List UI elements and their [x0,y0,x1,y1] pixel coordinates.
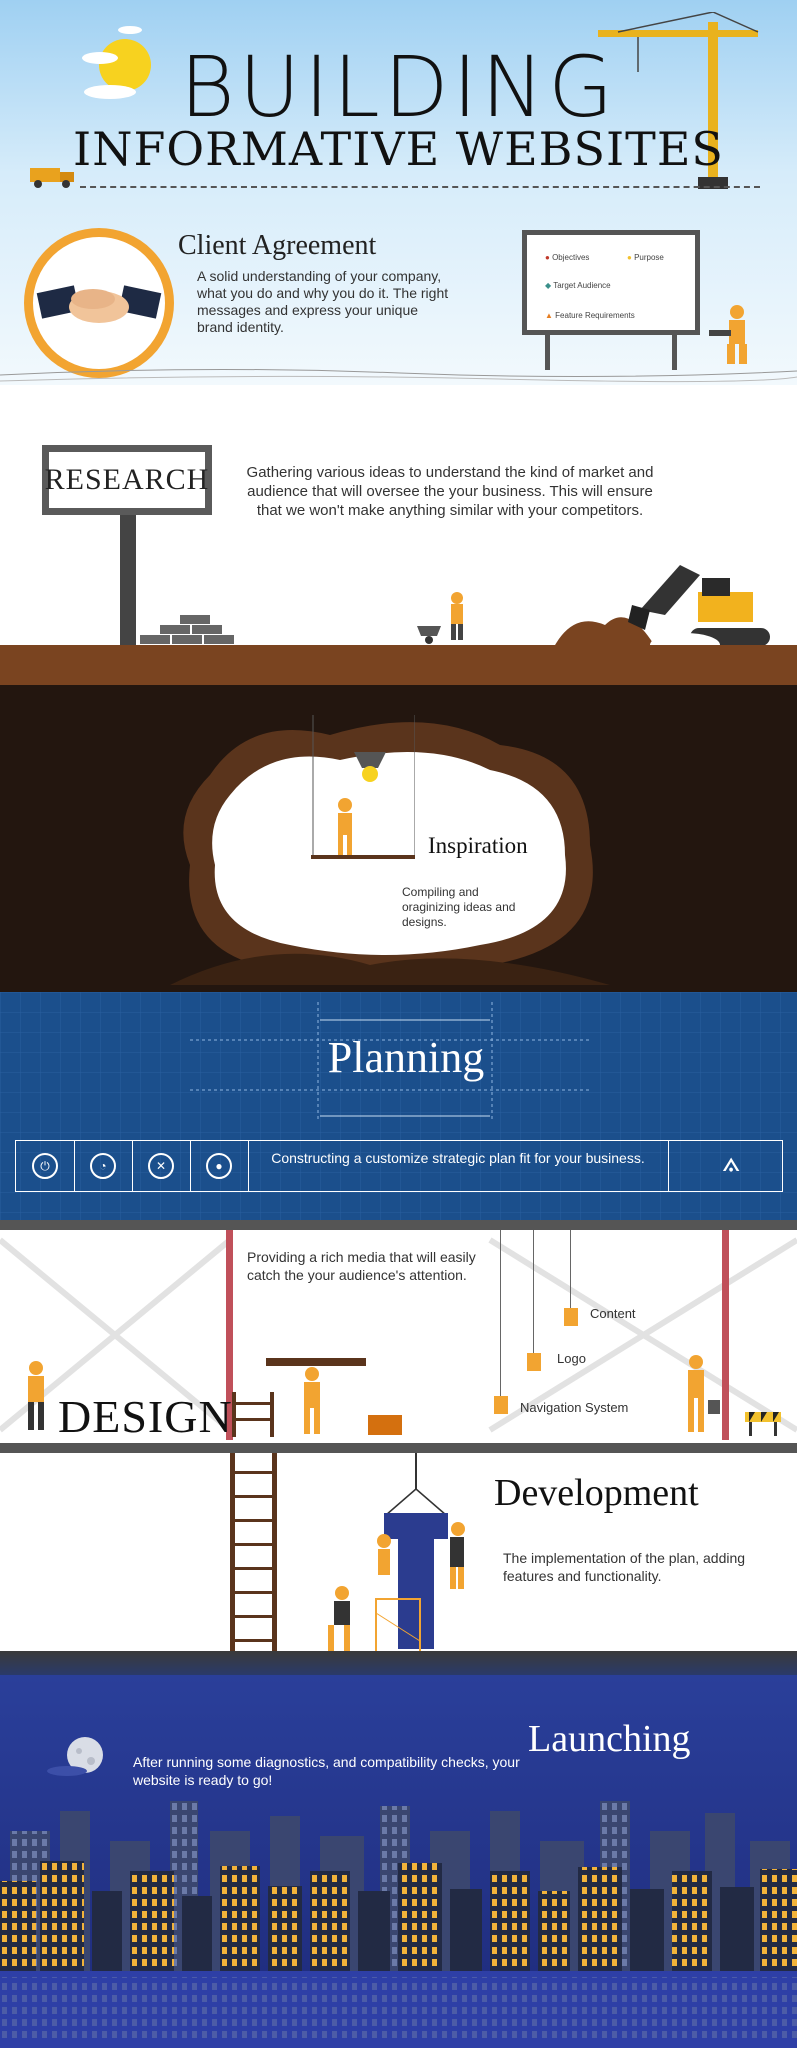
navigation-bucket-icon [494,1396,508,1414]
content-bucket-icon [564,1308,578,1326]
worker-swing-icon [311,715,415,859]
dirt-ground [0,645,797,685]
toolbox-icon [368,1415,402,1435]
sun-icon [82,26,151,99]
research-description: Gathering various ideas to understand th… [246,464,654,519]
worker-paint-icon [688,1355,720,1432]
tools-cell: ✕ [132,1141,191,1191]
plug-icon: ⏻ [32,1153,58,1179]
header-section: BUILDING INFORMATIVE WEBSITES Client Agr… [0,0,797,385]
target-icon: ◆ [545,281,552,290]
scaffold-top-beam [0,1220,797,1230]
planning-description: Constructing a customize strategic plan … [271,1150,645,1166]
research-sign-label: RESEARCH [44,463,210,496]
design-item-logo: Logo [557,1351,586,1366]
worker-drill-icon [709,305,747,364]
rope [570,1230,571,1326]
city-skyline [0,1801,797,2048]
plug-cell: ⏻ [16,1141,75,1191]
board-item-feature-requirements: Feature Requirements [555,311,635,320]
planning-bar: ⏻ ◔ ✕ ● Constructing a customize strateg… [15,1140,783,1192]
design-section: Providing a rich media that will easily … [0,1220,797,1453]
bulb-cell: ● [190,1141,249,1191]
lamp-icon [354,752,386,782]
page-title: BUILDING [179,38,618,136]
inspiration-title: Inspiration [428,833,528,858]
sign-post [120,515,136,645]
client-agreement-title: Client Agreement [178,230,377,261]
research-sign: RESEARCH [42,445,212,515]
moon-icon [47,1737,103,1776]
board-item-purpose: Purpose [634,253,664,262]
design-title: DESIGN [58,1391,233,1442]
worker-beam-icon [266,1358,366,1434]
design-item-content: Content [590,1306,636,1321]
planning-title: Planning [327,1033,485,1082]
cone-icon: ▲ [545,311,553,320]
board-item-objectives: Objectives [552,253,590,262]
gauge-cell: ◔ [74,1141,133,1191]
development-title: Development [494,1472,699,1514]
launching-section: Launching After running some diagnostics… [0,1675,797,2048]
barrier-icon [745,1412,781,1436]
gauge-icon: ◔ [90,1153,116,1179]
scaffold-cross-bracing [0,1230,797,1440]
development-section: Development The implementation of the pl… [0,1453,797,1675]
cave-illustration [170,722,610,985]
assembly-illustration [328,1453,465,1656]
handshake-icon [36,285,162,323]
client-agreement-description: A solid understanding of your company, w… [197,268,449,335]
launching-description: After running some diagnostics, and comp… [133,1754,520,1788]
worker-jackhammer-icon [28,1361,44,1430]
design-item-navigation: Navigation System [520,1400,629,1415]
bar-divider [668,1141,669,1191]
dashed-divider [80,186,760,188]
tall-ladder-icon [230,1453,277,1668]
logo-bucket-icon [527,1353,541,1371]
objectives-icon: ● [545,253,550,262]
design-description: Providing a rich media that will easily … [247,1249,476,1283]
launching-title: Launching [528,1718,691,1760]
bricks-icon [140,615,234,644]
truck-icon [30,168,74,188]
development-description: The implementation of the plan, adding f… [503,1550,746,1584]
board-leg [545,335,550,370]
compass-icon: ⟑ [722,1145,741,1178]
inspiration-section: Inspiration Compiling and oraginizing id… [0,685,797,992]
worker-wheelbarrow-icon [417,592,463,644]
scaffold-floor-beam [0,1443,797,1453]
ground-lines [0,368,797,383]
ladder-icon [232,1392,274,1437]
requirements-board: ● Objectives ● Purpose ◆ Target Audience… [522,230,700,335]
inspiration-description: Compiling and oraginizing ideas and desi… [402,885,516,929]
bulb-icon: ● [206,1153,232,1179]
board-leg [672,335,677,370]
purpose-icon: ● [627,253,632,262]
rope [533,1230,534,1368]
planning-section: Planning ⏻ ◔ ✕ ● Constructing a customiz… [0,992,797,1220]
rope [500,1230,501,1410]
board-item-target-audience: Target Audience [553,281,611,290]
ground-strip [0,1651,797,1675]
tools-icon: ✕ [148,1153,174,1179]
page-subtitle: INFORMATIVE WEBSITES [73,122,724,176]
research-section: RESEARCH Gathering various ideas to unde… [0,385,797,685]
handshake-badge [24,228,174,378]
